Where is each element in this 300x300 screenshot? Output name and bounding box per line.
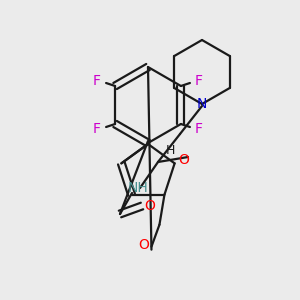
- Text: F: F: [195, 122, 203, 136]
- Text: O: O: [138, 238, 149, 252]
- Text: F: F: [93, 122, 101, 136]
- Text: F: F: [93, 74, 101, 88]
- Text: N: N: [197, 97, 207, 111]
- Text: NH: NH: [128, 181, 148, 195]
- Text: O: O: [145, 199, 155, 213]
- Text: H: H: [165, 143, 175, 157]
- Text: O: O: [178, 153, 189, 167]
- Text: F: F: [195, 74, 203, 88]
